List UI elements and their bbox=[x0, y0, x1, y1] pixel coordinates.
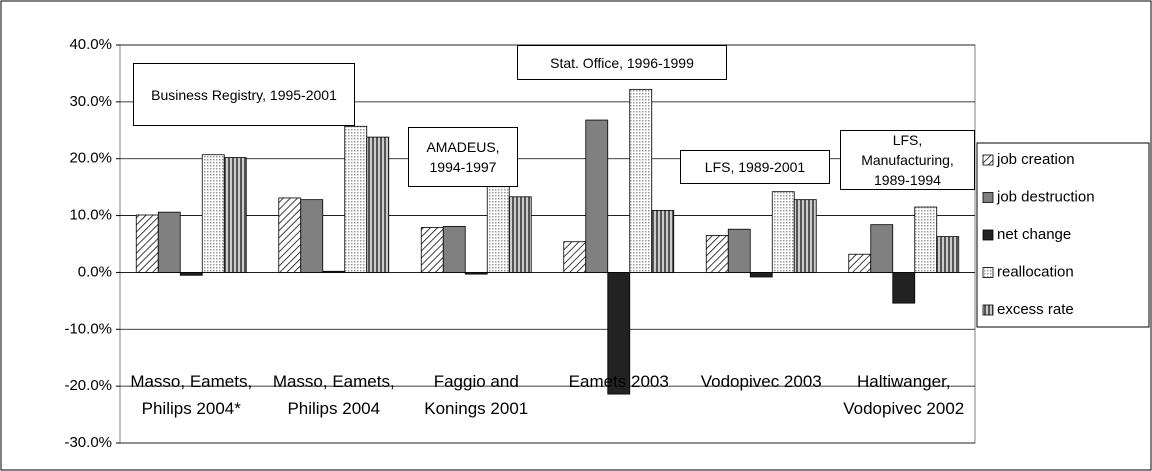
legend-swatch bbox=[982, 304, 994, 316]
bar bbox=[563, 241, 587, 273]
y-tick-label: 40.0% bbox=[69, 36, 112, 53]
bar bbox=[629, 88, 653, 273]
bar bbox=[793, 199, 817, 273]
annotation: LFS, 1989-2001 bbox=[680, 150, 830, 184]
bar bbox=[278, 197, 302, 273]
bar bbox=[508, 196, 532, 273]
bar bbox=[201, 154, 225, 273]
bar bbox=[344, 125, 368, 273]
bar bbox=[486, 180, 510, 273]
legend-box bbox=[976, 142, 1150, 328]
x-tick-label: Faggio and Konings 2001 bbox=[424, 372, 529, 418]
bar bbox=[322, 270, 346, 273]
y-tick-label: 10.0% bbox=[69, 207, 112, 224]
y-tick-label: -20.0% bbox=[64, 377, 112, 394]
legend-label: excess rate bbox=[997, 301, 1074, 318]
y-tick-label: -10.0% bbox=[64, 320, 112, 337]
bar bbox=[936, 236, 960, 273]
annotation: Business Registry, 1995-2001 bbox=[133, 63, 355, 126]
bar bbox=[651, 210, 675, 273]
bar bbox=[705, 235, 729, 273]
bar bbox=[848, 253, 872, 273]
bar bbox=[585, 119, 609, 273]
bar bbox=[223, 157, 247, 273]
x-tick-label: Vodopivec 2003 bbox=[700, 372, 822, 391]
y-tick-label: 30.0% bbox=[69, 93, 112, 110]
legend-swatch bbox=[982, 154, 994, 166]
bar bbox=[727, 228, 751, 273]
x-tick-label: Masso, Eamets, Philips 2004* bbox=[130, 372, 253, 418]
legend-label: net change bbox=[997, 226, 1071, 243]
bar bbox=[442, 225, 466, 273]
x-tick-label: Haltiwanger, Vodopivec 2002 bbox=[843, 372, 965, 418]
bar bbox=[157, 211, 181, 273]
x-tick-label: Eamets 2003 bbox=[568, 372, 669, 391]
x-tick-label: Masso, Eamets, Philips 2004 bbox=[272, 372, 395, 418]
legend-label: reallocation bbox=[997, 263, 1074, 280]
bar bbox=[607, 272, 631, 395]
legend-swatch bbox=[982, 267, 994, 278]
bar bbox=[771, 191, 795, 273]
bar bbox=[300, 199, 324, 273]
bar bbox=[366, 136, 390, 273]
bar bbox=[135, 214, 159, 273]
legend-label: job destruction bbox=[996, 188, 1095, 205]
y-tick-label: -30.0% bbox=[64, 434, 112, 451]
legend-swatch bbox=[982, 229, 994, 241]
bar bbox=[749, 272, 773, 278]
bar bbox=[420, 227, 444, 273]
annotation: AMADEUS, 1994-1997 bbox=[408, 127, 518, 187]
bar bbox=[914, 206, 938, 273]
legend-label: job creation bbox=[996, 151, 1075, 168]
legend: job creation job destruction net change rea… bbox=[976, 142, 1150, 328]
bar bbox=[179, 272, 203, 276]
bar bbox=[870, 224, 894, 273]
annotation: LFS, Manufacturing, 1989-1994 bbox=[840, 130, 975, 190]
bar bbox=[464, 272, 488, 275]
y-tick-label: 20.0% bbox=[69, 150, 112, 167]
annotation: Stat. Office, 1996-1999 bbox=[517, 45, 727, 80]
legend-swatch bbox=[982, 192, 994, 203]
bar bbox=[892, 272, 916, 304]
y-tick-label: 0.0% bbox=[78, 263, 112, 280]
